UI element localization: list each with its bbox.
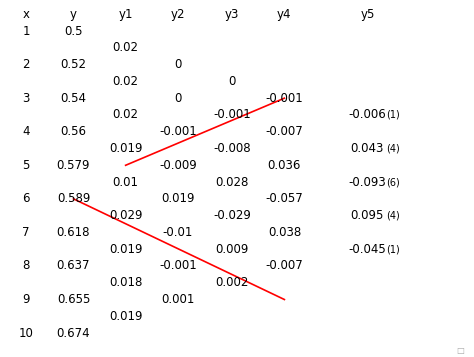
- Text: (4): (4): [386, 211, 401, 221]
- Text: 7: 7: [22, 226, 30, 239]
- Text: 0.56: 0.56: [61, 125, 86, 138]
- Text: 0.036: 0.036: [268, 159, 301, 172]
- Text: 9: 9: [22, 293, 30, 306]
- Text: -0.009: -0.009: [159, 159, 197, 172]
- Text: 0.54: 0.54: [61, 92, 86, 105]
- Text: 0.01: 0.01: [113, 176, 138, 188]
- Text: (4): (4): [386, 144, 401, 154]
- Text: □: □: [456, 346, 464, 355]
- Text: 0.029: 0.029: [109, 209, 142, 222]
- Text: (1): (1): [386, 110, 401, 120]
- Text: -0.001: -0.001: [265, 92, 303, 105]
- Text: (1): (1): [386, 244, 401, 254]
- Text: -0.01: -0.01: [163, 226, 193, 239]
- Text: 0.095: 0.095: [351, 209, 384, 222]
- Text: y: y: [70, 8, 77, 21]
- Text: 0.019: 0.019: [109, 243, 142, 256]
- Text: 0.043: 0.043: [351, 142, 384, 155]
- Text: 0.019: 0.019: [161, 192, 194, 205]
- Text: y3: y3: [225, 8, 239, 21]
- Text: 10: 10: [18, 327, 34, 340]
- Text: 0.5: 0.5: [64, 25, 83, 37]
- Text: 0.038: 0.038: [268, 226, 301, 239]
- Text: -0.093: -0.093: [348, 176, 386, 188]
- Text: -0.006: -0.006: [348, 109, 386, 121]
- Text: 0.019: 0.019: [109, 310, 142, 323]
- Text: 0.001: 0.001: [161, 293, 194, 306]
- Text: 0.002: 0.002: [216, 276, 249, 289]
- Text: y4: y4: [277, 8, 292, 21]
- Text: 0.018: 0.018: [109, 276, 142, 289]
- Text: -0.007: -0.007: [265, 260, 303, 272]
- Text: 3: 3: [22, 92, 30, 105]
- Text: 0.02: 0.02: [113, 75, 138, 88]
- Text: y1: y1: [118, 8, 133, 21]
- Text: 0.019: 0.019: [109, 142, 142, 155]
- Text: 0.02: 0.02: [113, 41, 138, 54]
- Text: 0.579: 0.579: [57, 159, 90, 172]
- Text: 0.589: 0.589: [57, 192, 90, 205]
- Text: (6): (6): [386, 177, 401, 187]
- Text: 0.52: 0.52: [61, 58, 86, 71]
- Text: -0.057: -0.057: [265, 192, 303, 205]
- Text: 2: 2: [22, 58, 30, 71]
- Text: 0.674: 0.674: [57, 327, 90, 340]
- Text: -0.008: -0.008: [213, 142, 251, 155]
- Text: 0.637: 0.637: [57, 260, 90, 272]
- Text: 4: 4: [22, 125, 30, 138]
- Text: 0.028: 0.028: [216, 176, 249, 188]
- Text: y5: y5: [360, 8, 374, 21]
- Text: 6: 6: [22, 192, 30, 205]
- Text: -0.001: -0.001: [159, 125, 197, 138]
- Text: 0.02: 0.02: [113, 109, 138, 121]
- Text: 0: 0: [228, 75, 236, 88]
- Text: 8: 8: [22, 260, 30, 272]
- Text: 0: 0: [174, 92, 182, 105]
- Text: 1: 1: [22, 25, 30, 37]
- Text: -0.029: -0.029: [213, 209, 251, 222]
- Text: 0.655: 0.655: [57, 293, 90, 306]
- Text: -0.045: -0.045: [348, 243, 386, 256]
- Text: -0.001: -0.001: [213, 109, 251, 121]
- Text: 0.618: 0.618: [57, 226, 90, 239]
- Text: 0: 0: [174, 58, 182, 71]
- Text: 5: 5: [22, 159, 30, 172]
- Text: y2: y2: [171, 8, 185, 21]
- Text: x: x: [23, 8, 29, 21]
- Text: 0.009: 0.009: [216, 243, 249, 256]
- Text: -0.001: -0.001: [159, 260, 197, 272]
- Text: -0.007: -0.007: [265, 125, 303, 138]
